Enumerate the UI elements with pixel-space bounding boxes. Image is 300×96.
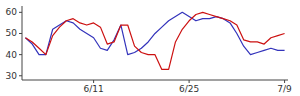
y-tick-label: 40 — [6, 50, 18, 60]
y-tick — [19, 12, 22, 13]
y-tick — [19, 33, 22, 34]
plot-area — [25, 12, 284, 69]
x-axis — [22, 80, 288, 81]
x-tick-label: 6/25 — [179, 84, 199, 94]
x-tick-label: 6/11 — [84, 84, 104, 94]
x-tick — [284, 80, 285, 83]
x-tick — [189, 80, 190, 83]
y-tick-label: 30 — [6, 71, 18, 81]
y-axis — [22, 6, 23, 80]
line-series — [25, 12, 284, 54]
y-tick-label: 50 — [6, 28, 18, 38]
chart: 30 40 50 60 6/11 6/25 7/9 — [0, 0, 300, 96]
x-tick — [93, 80, 94, 83]
x-tick-label: 7/9 — [277, 84, 292, 94]
y-tick-label: 60 — [6, 7, 18, 17]
line-series — [25, 12, 284, 69]
y-tick — [19, 75, 22, 76]
y-tick — [19, 54, 22, 55]
